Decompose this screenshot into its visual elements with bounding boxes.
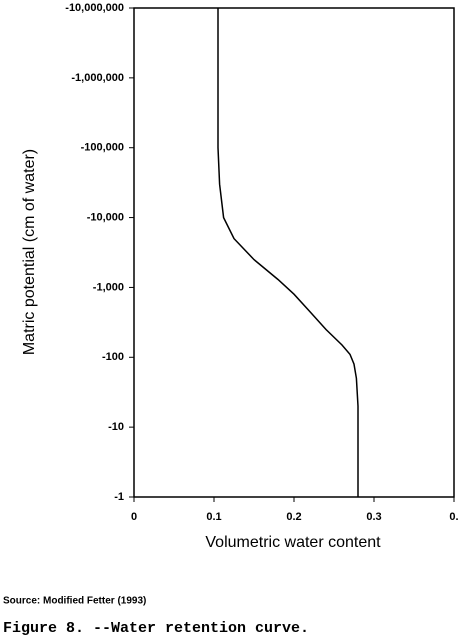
y-tick-label: -10 (108, 421, 124, 433)
source-note: Source: Modified Fetter (1993) (3, 596, 146, 607)
x-tick-label: 0.2 (286, 511, 301, 523)
x-tick-label: 0 (131, 511, 137, 523)
x-tick-label: 0.1 (206, 511, 221, 523)
y-tick-label: -100,000 (81, 142, 124, 154)
y-tick-label: -10,000 (87, 211, 124, 223)
figure-caption: Figure 8. --Water retention curve. (3, 620, 309, 637)
y-tick-label: -1,000 (93, 281, 124, 293)
plot-frame (133, 7, 455, 498)
x-tick-label: 0. (449, 511, 458, 523)
y-tick-label: -1 (114, 491, 124, 503)
x-axis-label: Volumetric water content (205, 534, 381, 551)
y-tick-label: -100 (102, 351, 124, 363)
y-tick-label: -10,000,000 (65, 2, 124, 14)
y-tick-label: -1,000,000 (71, 72, 124, 84)
x-tick-label: 0.3 (366, 511, 381, 523)
y-axis-label: Matric potential (cm of water) (21, 149, 38, 355)
retention-curve (217, 8, 359, 497)
